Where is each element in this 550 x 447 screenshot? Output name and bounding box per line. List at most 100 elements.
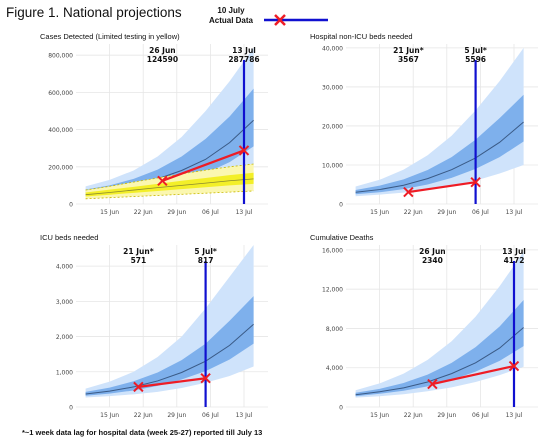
actual-data-point <box>133 381 144 393</box>
y-tick-label: 10,000 <box>322 162 343 169</box>
x-tick-label: 22 Jun <box>134 412 153 419</box>
x-tick-label: 29 Jun <box>437 209 456 216</box>
y-tick-label: 12,000 <box>322 287 343 294</box>
y-tick-label: 600,000 <box>48 90 73 97</box>
x-tick-label: 15 Jun <box>370 412 389 419</box>
y-tick-label: 3,000 <box>56 299 73 306</box>
projection-inner-band <box>85 88 254 196</box>
legend-x-marker-icon <box>274 14 286 26</box>
plot-area: 0 4,000 8,000 12,000 16,000 15 Jun 22 Jun 29 Ju… <box>322 245 538 419</box>
actual-data-line <box>408 181 476 194</box>
panel-title: Cases Detected (Limited testing in yello… <box>40 32 180 41</box>
y-tick-label: 4,000 <box>56 264 73 271</box>
x-tick-label: 22 Jun <box>404 209 423 216</box>
legend-line1: 10 July <box>217 6 245 15</box>
annotation-value: 817 <box>198 256 214 265</box>
plot-area: 0 10,000 20,000 30,000 40,000 15 Jun 22 Jun 29 … <box>322 44 538 216</box>
annotation-value: 3567 <box>398 55 419 64</box>
x-tick-label: 15 Jun <box>100 412 119 419</box>
annotation-date: 21 Jun* <box>393 46 424 55</box>
marker-stroke <box>133 381 144 393</box>
y-tick-label: 16,000 <box>322 247 343 254</box>
annotation-date: 13 Jul <box>232 46 256 55</box>
projection-inner-band <box>85 296 254 396</box>
x-tick-label: 22 Jun <box>134 209 153 216</box>
x-tick-label: 13 Jul <box>506 412 523 419</box>
actual-data-line <box>162 149 245 182</box>
actual-data-point <box>427 378 438 390</box>
annotation-date: 5 Jul* <box>194 247 217 256</box>
annotation-date: 26 Jun <box>419 247 446 256</box>
annotation-value: 287786 <box>228 55 259 64</box>
marker-stroke <box>427 378 438 390</box>
panel-hospital-beds: Hospital non-ICU beds needed 0 10,000 20,0… <box>310 32 540 222</box>
limited-testing-upper-dash <box>85 163 254 191</box>
annotation-date: 21 Jun* <box>123 247 154 256</box>
y-tick-label: 200,000 <box>48 164 73 171</box>
x-tick-label: 06 Jul <box>472 412 489 419</box>
projection-median-line <box>355 121 524 193</box>
x-tick-label: 06 Jul <box>202 412 219 419</box>
y-tick-label: 8,000 <box>326 326 343 333</box>
x-tick-label: 06 Jul <box>202 209 219 216</box>
marker-stroke <box>403 186 414 198</box>
projection-inner-band <box>355 299 524 397</box>
panel-cases-detected: Cases Detected (Limited testing in yello… <box>40 32 270 222</box>
annotation-date: 5 Jul* <box>464 46 487 55</box>
figure-title: Figure 1. National projections <box>6 5 182 20</box>
y-tick-label: 2,000 <box>56 334 73 341</box>
x-tick-label: 29 Jun <box>167 412 186 419</box>
actual-data-point <box>157 175 168 187</box>
legend: 10 July Actual Data <box>200 6 340 38</box>
y-tick-label: 0 <box>69 405 73 412</box>
legend-swatch <box>264 14 328 26</box>
plot-area: 0 200,000 400,000 600,000 800,000 15 Jun 22 Ju… <box>48 44 268 216</box>
x-tick-label: 15 Jun <box>370 209 389 216</box>
actual-data-point <box>200 373 211 384</box>
annotation-value: 2340 <box>422 256 443 265</box>
x-tick-label: 29 Jun <box>437 412 456 419</box>
actual-data-point <box>470 176 481 188</box>
marker-stroke <box>200 373 211 384</box>
y-tick-label: 1,000 <box>56 369 73 376</box>
x-tick-label: 13 Jul <box>236 412 253 419</box>
x-tick-label: 06 Jul <box>472 209 489 216</box>
actual-data-point <box>508 360 520 372</box>
legend-line2: Actual Data <box>208 16 253 25</box>
annotation-date: 26 Jun <box>149 46 176 55</box>
marker-stroke <box>238 145 250 156</box>
legend-label: 10 July Actual Data <box>200 6 262 26</box>
actual-data-line <box>138 377 206 388</box>
actual-data-point <box>403 186 414 198</box>
annotation-date: 13 Jul <box>502 247 526 256</box>
annotation-value: 571 <box>131 256 147 265</box>
projection-median-line <box>355 327 524 396</box>
y-tick-label: 0 <box>339 202 343 209</box>
x-tick-label: 13 Jul <box>236 209 253 216</box>
annotation-value: 4172 <box>504 256 525 265</box>
x-tick-label: 15 Jun <box>100 209 119 216</box>
actual-data-point <box>238 145 250 156</box>
projection-median-line <box>85 323 254 395</box>
x-tick-label: 22 Jun <box>404 412 423 419</box>
panel-title: Cumulative Deaths <box>310 233 374 242</box>
actual-data-line <box>432 364 515 386</box>
y-tick-label: 800,000 <box>48 53 73 60</box>
x-tick-label: 29 Jun <box>167 209 186 216</box>
panel-title: Hospital non-ICU beds needed <box>310 32 413 41</box>
footnote: *~1 week data lag for hospital data (wee… <box>22 428 263 437</box>
marker-stroke <box>470 176 481 188</box>
limited-testing-median-line <box>85 178 254 196</box>
plot-area: 0 1,000 2,000 3,000 4,000 15 Jun 22 Jun 29 Jun 0… <box>56 245 268 419</box>
marker-stroke <box>508 360 520 372</box>
y-tick-label: 400,000 <box>48 127 73 134</box>
y-tick-label: 40,000 <box>322 45 343 52</box>
y-tick-label: 30,000 <box>322 84 343 91</box>
y-tick-label: 0 <box>339 405 343 412</box>
y-tick-label: 20,000 <box>322 123 343 130</box>
annotation-value: 124590 <box>147 55 178 64</box>
panel-title: ICU beds needed <box>40 233 99 242</box>
x-tick-label: 13 Jul <box>506 209 523 216</box>
panel-icu-beds: ICU beds needed 0 1,000 2,000 3,000 4,000 15 … <box>40 233 270 425</box>
annotation-value: 5596 <box>465 55 486 64</box>
